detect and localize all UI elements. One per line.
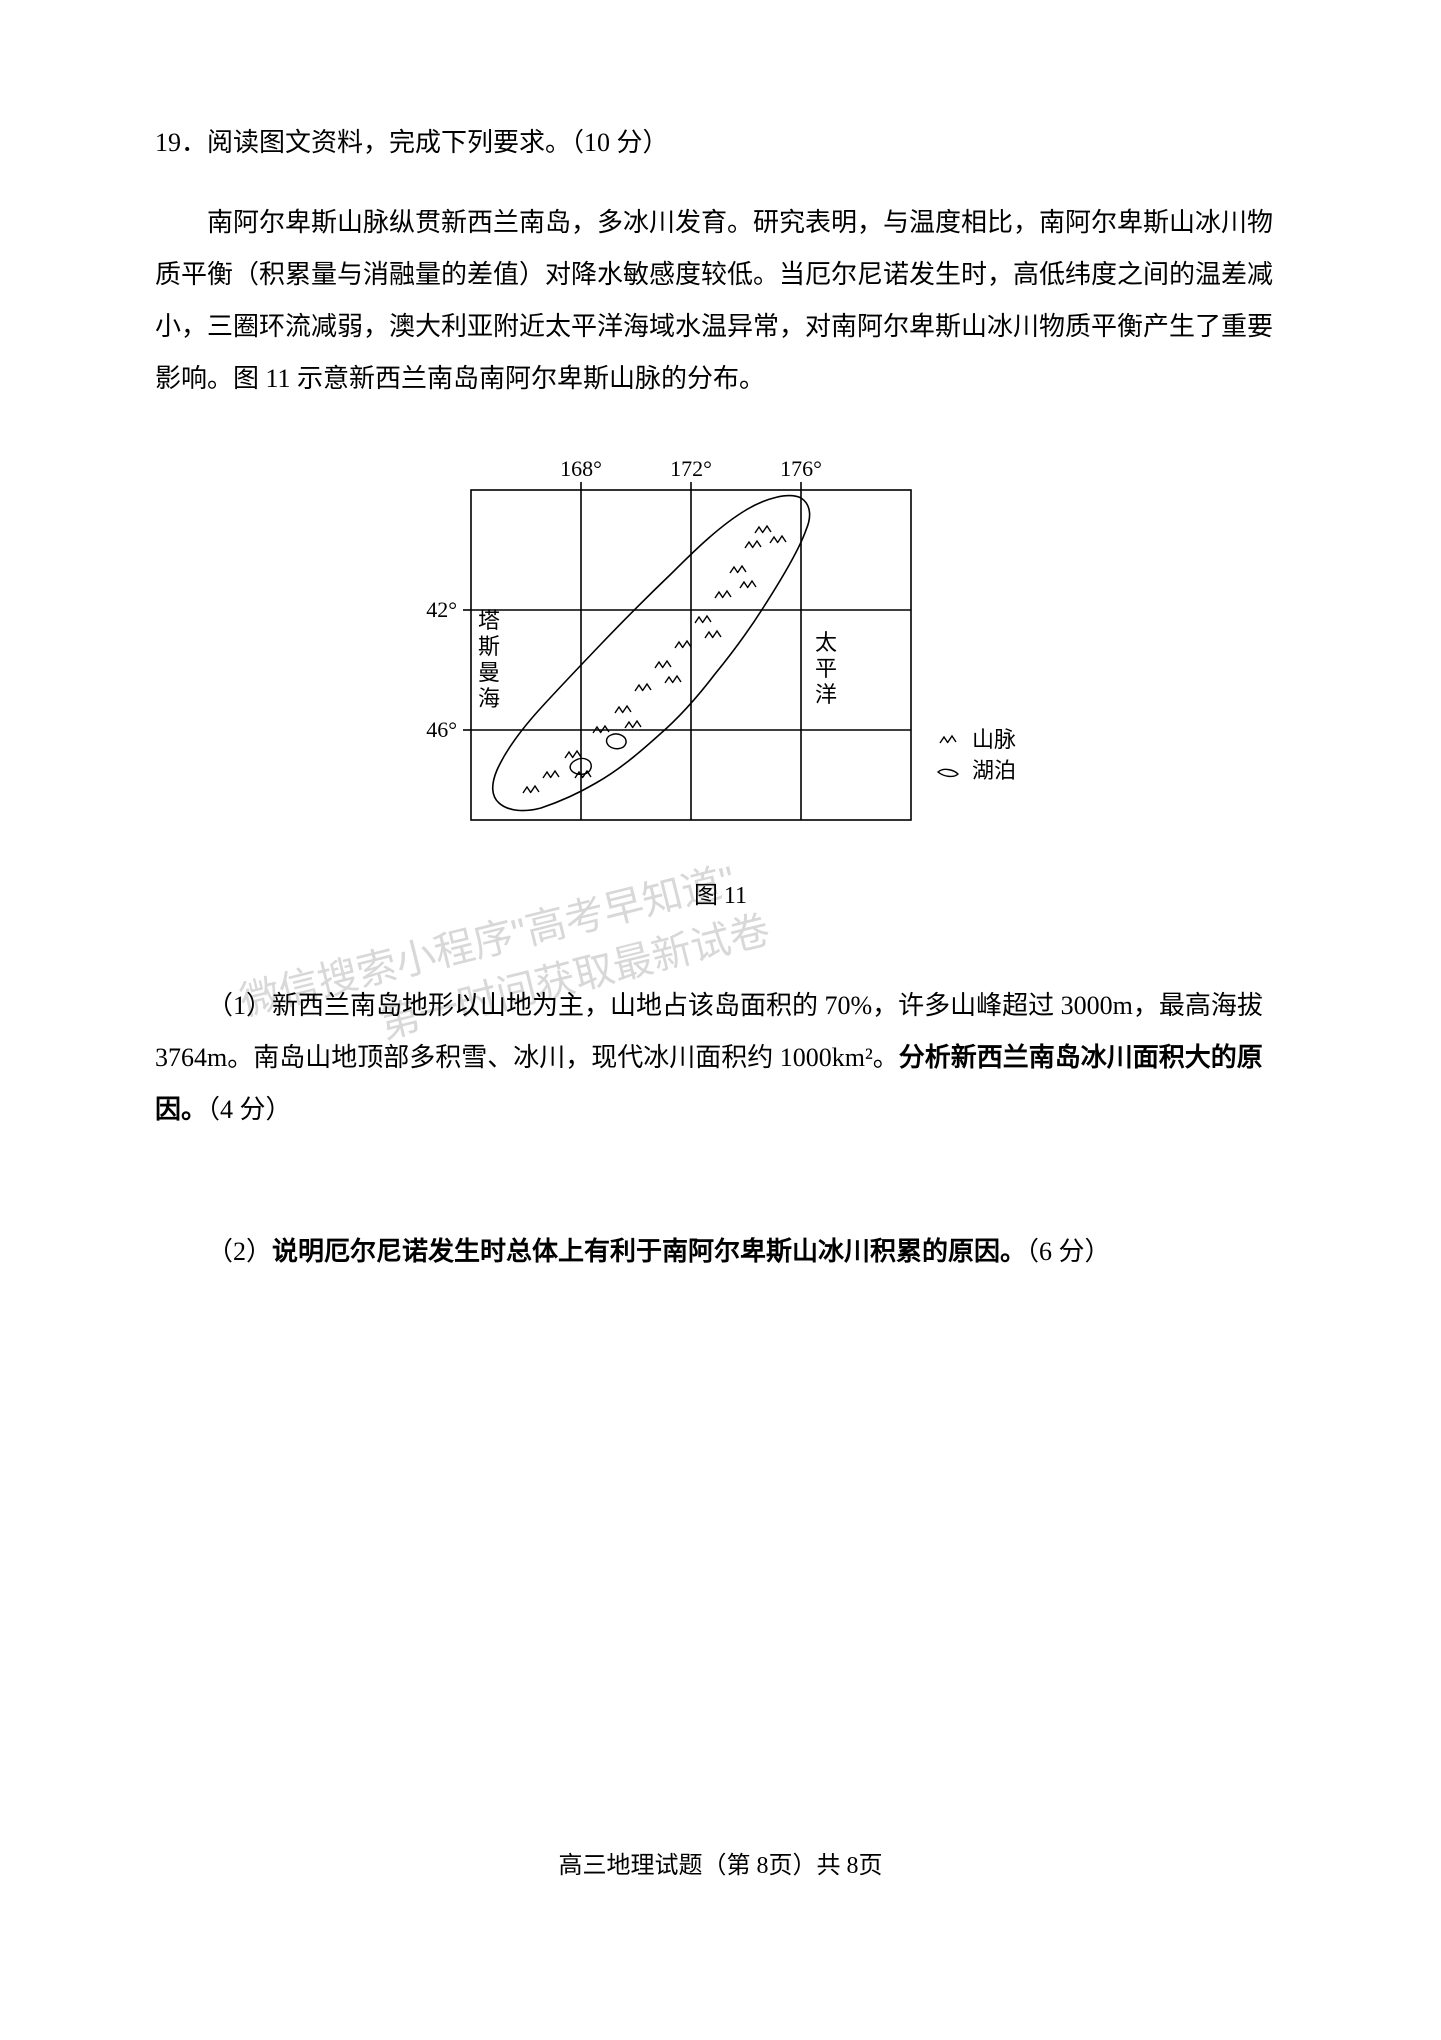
svg-text:山脉: 山脉 [972,727,1016,752]
page-footer: 高三地理试题（第 8页）共 8页 [0,1845,1441,1880]
sq1-points: （4 分） [207,1095,292,1124]
svg-text:洋: 洋 [814,682,836,707]
svg-text:46°: 46° [426,717,457,742]
sq2-points: （6 分） [1026,1237,1111,1266]
question-title-text: 阅读图文资料，完成下列要求。（10 分） [207,128,669,157]
sq2-prefix: （2） [207,1237,272,1266]
question-title: 19．阅读图文资料，完成下列要求。（10 分） [155,120,1286,167]
svg-text:海: 海 [477,686,499,711]
figure-container: 168° 172° 176° 42° 46° 塔斯曼海 太平洋山脉湖泊 [155,440,1286,860]
svg-text:172°: 172° [670,456,712,481]
svg-text:168°: 168° [560,456,602,481]
svg-text:斯: 斯 [477,634,499,659]
subquestion-2: （2）说明厄尔尼诺发生时总体上有利于南阿尔卑斯山冰川积累的原因。（6 分） [155,1226,1286,1278]
svg-text:42°: 42° [426,597,457,622]
svg-text:塔: 塔 [477,608,499,633]
svg-text:湖泊: 湖泊 [972,758,1016,783]
figure-caption: 图 11 [155,875,1286,910]
page-content: 19．阅读图文资料，完成下列要求。（10 分） 南阿尔卑斯山脉纵贯新西兰南岛，多… [155,120,1286,1278]
svg-text:176°: 176° [780,456,822,481]
question-number: 19． [155,128,207,157]
figure-map: 168° 172° 176° 42° 46° 塔斯曼海 太平洋山脉湖泊 [381,440,1061,860]
svg-text:太: 太 [814,630,836,655]
question-passage: 南阿尔卑斯山脉纵贯新西兰南岛，多冰川发育。研究表明，与温度相比，南阿尔卑斯山冰川… [155,197,1286,405]
svg-text:平: 平 [814,656,836,681]
svg-text:曼: 曼 [477,660,499,685]
sq2-bold: 说明厄尔尼诺发生时总体上有利于南阿尔卑斯山冰川积累的原因。 [272,1237,1026,1266]
subquestion-1: （1）新西兰南岛地形以山地为主，山地占该岛面积的 70%，许多山峰超过 3000… [155,980,1286,1136]
